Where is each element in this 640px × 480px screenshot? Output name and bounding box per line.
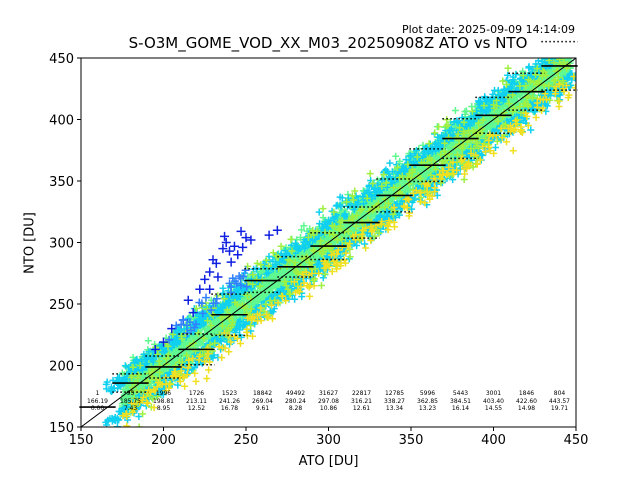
scatter-point	[570, 33, 577, 40]
scatter-point	[562, 45, 569, 52]
scatter-point	[558, 47, 565, 54]
scatter-point	[560, 48, 567, 55]
scatter-point	[570, 28, 577, 35]
scatter-point	[565, 34, 572, 41]
scatter-point	[564, 50, 571, 57]
scatter-point	[569, 27, 576, 34]
scatter-point	[283, 270, 291, 278]
scatter-point	[513, 99, 521, 107]
scatter-point	[555, 48, 562, 55]
scatter-point	[572, 42, 579, 49]
scatter-point	[319, 274, 327, 282]
scatter-point	[562, 44, 569, 51]
scatter-point	[558, 37, 565, 44]
scatter-point	[396, 157, 404, 165]
scatter-point	[554, 43, 561, 50]
scatter-point	[554, 48, 561, 55]
scatter-point	[196, 339, 204, 347]
scatter-point	[558, 47, 565, 54]
scatter-point	[567, 58, 570, 59]
scatter-point	[392, 152, 400, 160]
scatter-point	[565, 44, 572, 51]
scatter-point	[386, 159, 394, 167]
scatter-point	[553, 47, 560, 54]
scatter-point	[105, 432, 112, 439]
scatter-point	[562, 34, 569, 41]
scatter-point	[298, 226, 306, 234]
scatter-point	[567, 50, 574, 57]
scatter-point	[451, 106, 459, 114]
scatter-point	[557, 43, 564, 50]
scatter-point	[504, 71, 512, 79]
scatter-points	[102, 27, 579, 439]
scatter-point	[300, 222, 308, 230]
scatter-point	[404, 188, 412, 196]
scatter-point	[558, 39, 565, 46]
scatter-point	[124, 392, 132, 400]
scatter-point	[572, 42, 579, 49]
scatter-point	[550, 49, 557, 56]
scatter-point	[279, 268, 287, 276]
scatter-point	[562, 49, 569, 56]
scatter-point	[461, 113, 469, 121]
scatter-point	[567, 31, 574, 38]
scatter-point	[567, 48, 574, 55]
scatter-point	[563, 45, 570, 52]
scatter-point	[553, 48, 560, 55]
scatter-point	[568, 28, 575, 35]
scatter-point	[560, 39, 567, 46]
scatter-point	[458, 114, 466, 122]
scatter-point	[555, 49, 562, 56]
scatter-point	[118, 369, 126, 377]
scatter-point	[256, 294, 264, 302]
scatter-point	[490, 120, 498, 128]
scatter-point	[564, 49, 571, 56]
scatter-point	[185, 314, 193, 322]
scatter-point	[351, 223, 359, 231]
scatter-point	[182, 350, 190, 358]
chart-title: S-O3M_GOME_VOD_XX_M03_20250908Z ATO vs N…	[128, 34, 528, 52]
scatter-point	[551, 48, 558, 55]
scatter-point	[180, 341, 188, 349]
scatter-point	[560, 49, 567, 56]
scatter-point	[569, 42, 576, 49]
scatter-point	[569, 58, 571, 60]
scatter-point	[564, 44, 571, 51]
plot-date: Plot date: 2025-09-09 14:14:09	[401, 23, 575, 36]
scatter-point	[371, 211, 379, 219]
scatter-point	[558, 43, 565, 50]
scatter-point	[255, 297, 263, 305]
scatter-point	[563, 47, 570, 54]
scatter-point	[567, 39, 574, 46]
scatter-point	[556, 58, 559, 59]
scatter-point	[560, 31, 567, 38]
scatter-point	[105, 428, 112, 435]
scatter-point	[568, 37, 575, 44]
scatter-point	[144, 337, 152, 345]
scatter-point	[319, 214, 327, 222]
scatter-point	[244, 273, 252, 281]
scatter-point	[568, 39, 575, 46]
scatter-point	[559, 50, 566, 57]
scatter-point	[564, 34, 571, 41]
scatter-point	[549, 50, 556, 57]
scatter-point	[551, 50, 558, 57]
scatter-point	[552, 49, 559, 56]
scatter-point	[567, 45, 574, 52]
scatter-point	[558, 48, 565, 55]
scatter-point	[462, 107, 470, 115]
scatter-point	[552, 49, 559, 56]
scatter-point	[315, 208, 323, 216]
scatter-point	[570, 45, 577, 52]
scatter-point	[548, 51, 555, 58]
scatter-point	[550, 51, 557, 58]
scatter-point	[337, 209, 345, 217]
scatter-point	[552, 50, 559, 57]
scatter-point	[361, 240, 369, 248]
